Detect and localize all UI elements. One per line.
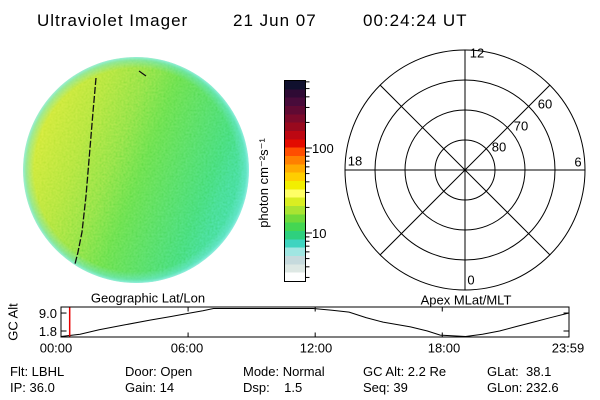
polar-ring-80: 80 xyxy=(491,139,507,155)
timeplot-ylabel: GC Alt xyxy=(5,303,21,341)
uv-disk-image xyxy=(23,57,249,283)
header-date: 21 Jun 07 xyxy=(233,11,317,30)
colorbar-tick-100: 100 xyxy=(312,141,334,156)
status-glat: GLat: 38.1 xyxy=(487,364,552,379)
colorbar-gradient xyxy=(284,80,306,282)
xtick-0000: 00:00 xyxy=(39,340,73,356)
status-glon: GLon: 232.6 xyxy=(487,380,559,395)
polar-ring-60: 60 xyxy=(537,96,553,112)
colorbar-axis xyxy=(306,81,312,278)
status-dsp: Dsp: 1.5 xyxy=(243,380,303,395)
xtick-2359: 23:59 xyxy=(551,340,585,356)
ytick-1-8: 1.8 xyxy=(38,324,57,339)
colorbar-unit-label: photon cm⁻²s⁻¹ xyxy=(256,138,271,228)
status-gcalt: GC Alt: 2.2 Re xyxy=(363,364,447,379)
polar-grid xyxy=(344,49,586,291)
page-title: Ultraviolet Imager xyxy=(37,11,189,30)
timeplot-title-left: Geographic Lat/Lon xyxy=(90,290,206,306)
polar-ring-70: 70 xyxy=(513,118,529,134)
header-time: 00:24:24 UT xyxy=(363,11,468,30)
polar-mlt-0: 0 xyxy=(467,272,475,288)
status-door: Door: Open xyxy=(125,364,193,379)
polar-mlt-18: 18 xyxy=(347,153,363,169)
xtick-1800: 18:00 xyxy=(427,340,461,356)
status-flt: Flt: LBHL xyxy=(10,364,65,379)
disk-rim xyxy=(23,57,249,283)
colorbar-tick-10: 10 xyxy=(312,226,327,241)
xtick-1200: 12:00 xyxy=(299,340,333,356)
xtick-0600: 06:00 xyxy=(170,340,204,356)
polar-mlt-6: 6 xyxy=(574,154,582,170)
timeplot-title-right: Apex MLat/MLT xyxy=(420,292,512,308)
ytick-9: 9.0 xyxy=(38,306,57,321)
polar-mlt-12: 12 xyxy=(469,45,485,61)
status-ip: IP: 36.0 xyxy=(10,380,55,395)
disk-meridian-line xyxy=(73,77,97,269)
status-gain: Gain: 14 xyxy=(125,380,175,395)
status-mode: Mode: Normal xyxy=(243,364,325,379)
disk-tick-mark xyxy=(138,70,147,77)
gc-alt-curve xyxy=(60,308,570,338)
timeplot-frame xyxy=(60,306,570,338)
status-seq: Seq: 39 xyxy=(363,380,408,395)
timeplot xyxy=(60,306,570,338)
timeplot-dynamic xyxy=(60,307,570,338)
